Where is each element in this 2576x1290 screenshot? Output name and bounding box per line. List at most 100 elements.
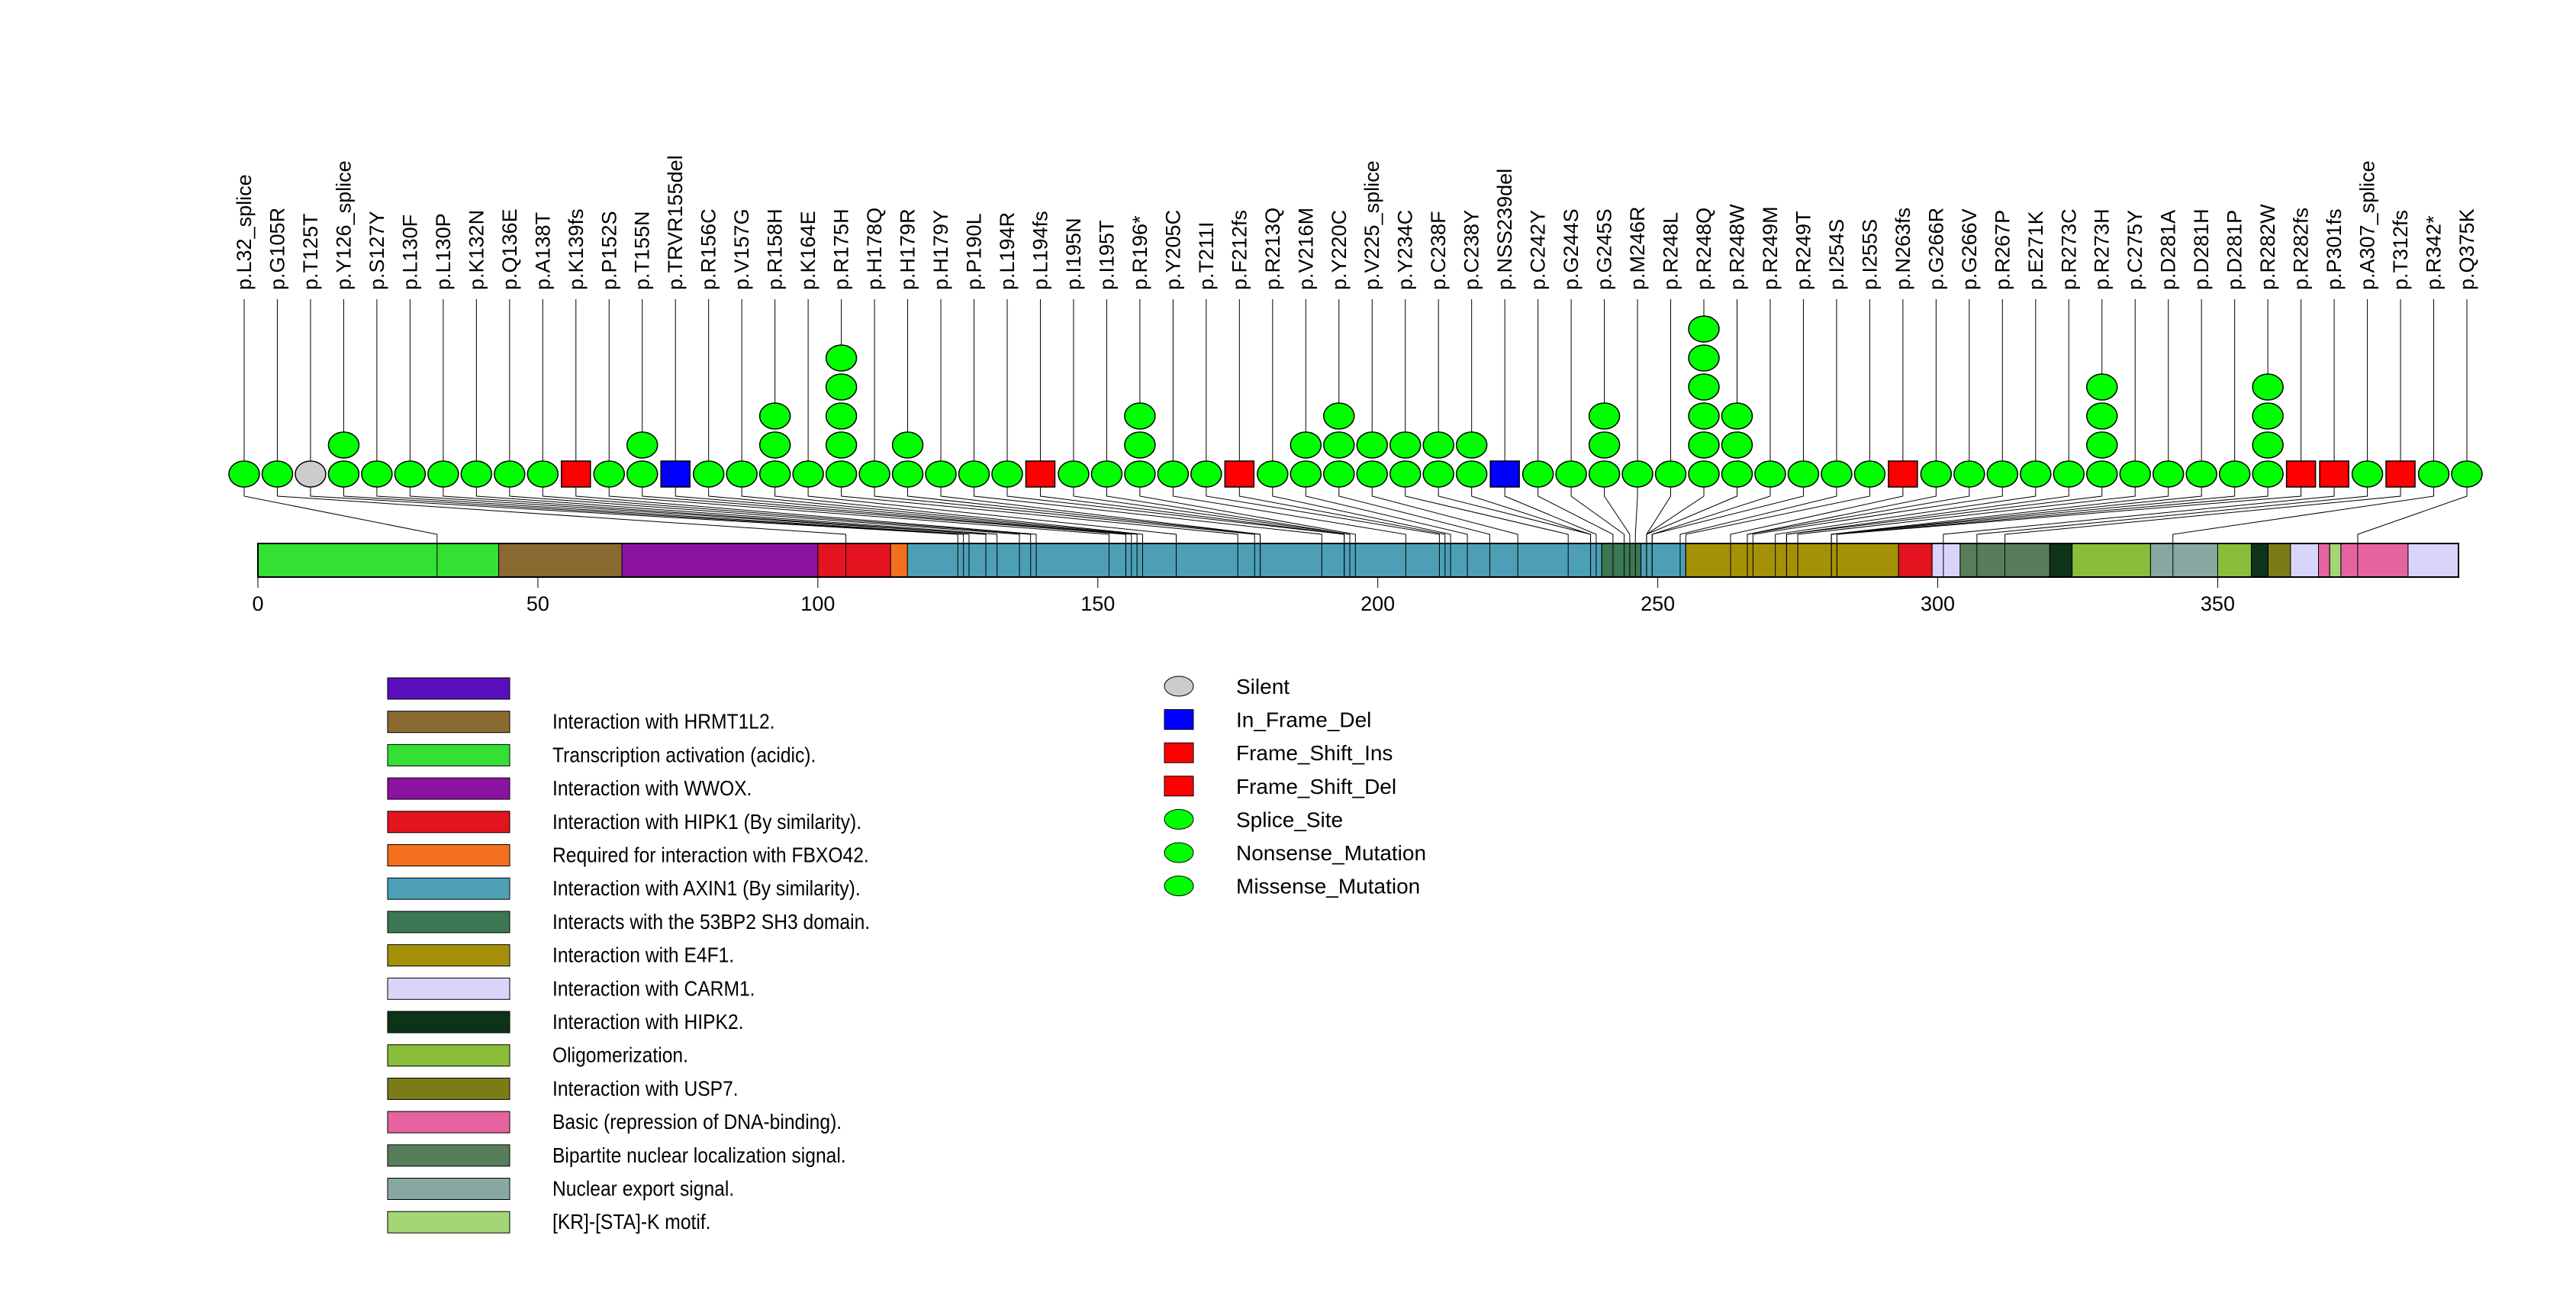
- mutation-label: p.T155N: [631, 211, 654, 290]
- domain-legend-label: Oligomerization.: [552, 1043, 688, 1067]
- mutation-marker-square: [1888, 460, 1918, 488]
- x-tick-label: 250: [1641, 592, 1675, 615]
- mutation-label: p.F212fs: [1228, 210, 1251, 290]
- mutation-marker-circle: [526, 460, 559, 488]
- mutation-marker-circle: [991, 460, 1023, 488]
- mutation-marker-circle: [1688, 460, 1720, 488]
- mutation-marker-circle: [825, 373, 858, 401]
- mutation-marker-square: [1224, 460, 1255, 488]
- mutation-label: p.T211I: [1195, 221, 1218, 290]
- mutation-marker-square: [2319, 460, 2349, 488]
- mutation-marker-circle: [1721, 402, 1753, 430]
- mutation-marker-circle: [1654, 460, 1687, 488]
- mutation-label: p.R158H: [764, 208, 787, 290]
- type-legend-label: Silent: [1236, 675, 1290, 698]
- domain-legend-label: Interacts with the 53BP2 SH3 domain.: [552, 909, 870, 934]
- mutation-marker-circle: [891, 460, 924, 488]
- mutation-label: p.R249M: [1759, 206, 1782, 290]
- mutation-label: p.Y126_splice: [332, 160, 355, 290]
- mutation-marker-circle: [1290, 431, 1322, 459]
- domain-segment: [2340, 543, 2409, 578]
- domain-segment: [2072, 543, 2151, 578]
- mutation-label: p.P190L: [963, 213, 986, 290]
- domain-legend-swatch: [387, 944, 510, 967]
- mutation-marker-circle: [1754, 460, 1786, 488]
- mutation-marker-circle: [1821, 460, 1853, 488]
- domain-legend-label: Interaction with HRMT1L2.: [552, 709, 775, 734]
- mutation-label: p.Y220C: [1328, 210, 1351, 290]
- x-tick-label: 300: [1921, 592, 1955, 615]
- type-legend-ellipse-icon: [1164, 676, 1194, 697]
- domain-segment: [1641, 543, 1686, 578]
- domain-legend-label: [KR]-[STA]-K motif.: [552, 1210, 711, 1234]
- domain-legend-swatch: [387, 1077, 510, 1100]
- type-legend-label: Missense_Mutation: [1236, 875, 1420, 898]
- mutation-marker-circle: [1688, 315, 1720, 343]
- mutation-marker-circle: [1621, 460, 1653, 488]
- domain-legend-swatch: [387, 977, 510, 1000]
- domain-legend-label: Interaction with HIPK1 (By similarity).: [552, 809, 861, 834]
- domain-segment: [2217, 543, 2252, 578]
- type-legend-ellipse-icon: [1164, 876, 1194, 897]
- mutation-label: p.H178Q: [863, 208, 886, 290]
- mutation-marker-circle: [1986, 460, 2019, 488]
- mutation-marker-circle: [1389, 460, 1422, 488]
- mutation-marker-square: [660, 460, 691, 488]
- domain-legend-label: Interaction with USP7.: [552, 1076, 739, 1101]
- mutation-label: p.TRVR155del: [664, 155, 687, 290]
- mutation-marker-circle: [327, 460, 360, 488]
- mutation-marker-circle: [726, 460, 758, 488]
- mutation-label: p.N263fs: [1892, 208, 1914, 290]
- mutation-marker-circle: [2252, 402, 2284, 430]
- mutation-marker-circle: [1953, 460, 1985, 488]
- domain-segment: [2290, 543, 2320, 578]
- mutation-label: p.L32_splice: [233, 174, 256, 290]
- domain-legend-swatch: [387, 844, 510, 866]
- x-tick-label: 200: [1360, 592, 1395, 615]
- domain-segment: [257, 543, 500, 578]
- mutation-label: p.E271K: [2024, 211, 2047, 290]
- mutation-label: p.H179R: [897, 208, 919, 290]
- mutation-marker-circle: [626, 460, 658, 488]
- mutation-label: p.G266R: [1924, 208, 1947, 290]
- domain-segment: [1601, 543, 1642, 578]
- mutation-label: p.A138T: [531, 212, 554, 290]
- type-legend-label: Frame_Shift_Ins: [1236, 741, 1393, 765]
- mutation-site-lines: [436, 543, 2359, 577]
- mutation-label: p.R156C: [697, 208, 720, 290]
- x-tick-label: 100: [800, 592, 835, 615]
- mutation-label: p.R249T: [1792, 211, 1814, 290]
- mutation-label: p.R175H: [830, 208, 853, 290]
- domain-legend-label: Interaction with HIPK2.: [552, 1010, 744, 1034]
- mutation-label: p.V216M: [1294, 208, 1317, 290]
- mutation-marker-circle: [1157, 460, 1190, 488]
- mutation-label: p.I195N: [1062, 218, 1085, 290]
- domain-legend-swatch: [387, 1178, 510, 1200]
- type-legend-square-icon: [1164, 776, 1194, 797]
- mutation-label: p.S127Y: [365, 211, 388, 290]
- domain-segment: [890, 543, 908, 578]
- mutation-label: p.H179Y: [929, 210, 952, 290]
- mutation-label: p.D281H: [2190, 208, 2213, 290]
- mutation-marker-circle: [2053, 460, 2085, 488]
- mutation-marker-circle: [2085, 373, 2118, 401]
- mutation-marker-circle: [958, 460, 990, 488]
- x-tick-label: 350: [2201, 592, 2235, 615]
- mutation-marker-circle: [1356, 431, 1388, 459]
- mutation-marker-circle: [394, 460, 427, 488]
- mutation-marker-circle: [2252, 373, 2284, 401]
- mutation-label: p.Q375K: [2455, 208, 2478, 290]
- mutation-marker-circle: [1721, 460, 1753, 488]
- domain-legend-label: Interaction with E4F1.: [552, 943, 734, 967]
- domain-legend-swatch: [387, 1144, 510, 1167]
- mutation-marker-circle: [1323, 431, 1355, 459]
- domain-bar-outline: [257, 543, 2459, 578]
- mutation-label: p.G244S: [1560, 208, 1583, 290]
- mutation-marker-circle: [758, 460, 791, 488]
- mutation-marker-circle: [1588, 431, 1621, 459]
- mutation-marker-circle: [858, 460, 890, 488]
- mutation-marker-circle: [2417, 460, 2450, 488]
- mutation-marker-circle: [593, 460, 626, 488]
- domain-segment: [1685, 543, 1899, 578]
- mutation-marker-circle: [1455, 460, 1488, 488]
